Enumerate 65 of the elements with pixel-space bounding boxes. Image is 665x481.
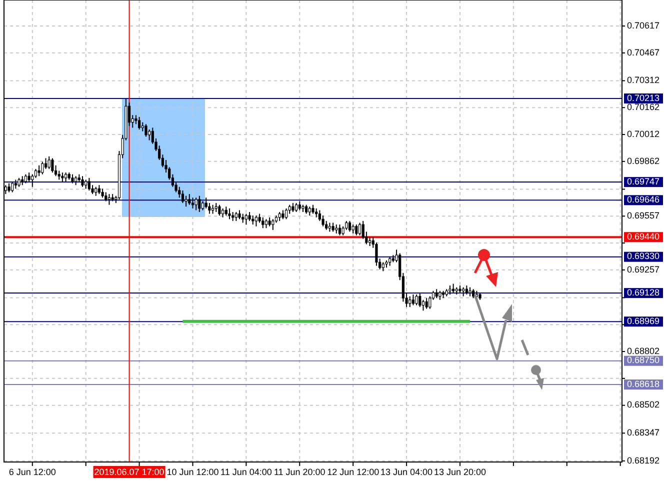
candlestick <box>88 177 90 191</box>
x-tick-label: 2019.06.07 17:00 <box>94 467 164 477</box>
ref-line-label: 0.69440 <box>627 231 660 242</box>
candlestick <box>262 216 264 229</box>
candlestick <box>284 208 288 220</box>
ref-line-label: 0.70213 <box>627 92 660 103</box>
y-tick-label: 0.69257 <box>627 264 660 274</box>
candlestick <box>408 296 412 308</box>
candlestick <box>191 197 194 209</box>
y-tick-label: 0.70012 <box>627 128 660 139</box>
candlestick <box>422 299 425 312</box>
ref-line-label: 0.69747 <box>627 176 660 186</box>
y-tick-label: 0.70617 <box>627 20 660 30</box>
candlestick <box>348 220 352 232</box>
y-tick-label: 0.68802 <box>627 346 660 356</box>
ref-line-label: 0.68969 <box>627 316 660 326</box>
x-tick-label: 10 Jun 12:00 <box>166 467 219 477</box>
candlestick <box>338 224 342 236</box>
x-tick-label: 11 Jun 20:00 <box>274 467 326 477</box>
candlestick <box>181 190 184 204</box>
candlestick <box>81 176 84 188</box>
candlestick <box>244 213 248 226</box>
candlestick <box>148 128 151 141</box>
candlestick <box>272 218 274 230</box>
candlestick <box>228 208 231 220</box>
candlestick <box>48 156 50 170</box>
y-tick-label: 0.68347 <box>627 428 660 438</box>
ref-line-label: 0.69330 <box>627 251 660 262</box>
y-tick-label: 0.69862 <box>627 156 660 166</box>
candlestick <box>194 197 198 211</box>
y-tick-label: 0.68192 <box>627 455 660 466</box>
candlestick <box>218 204 221 216</box>
candlestick <box>184 195 188 208</box>
candlestick <box>428 296 432 310</box>
x-tick-label: 13 Jun 20:00 <box>434 467 486 477</box>
x-tick-label: 13 Jun 04:00 <box>380 467 433 477</box>
candlestick <box>418 292 422 308</box>
x-tick-label: 12 Jun 12:00 <box>327 467 380 477</box>
candlestick <box>188 194 191 206</box>
candlestick <box>425 298 428 310</box>
candlestick <box>254 215 258 227</box>
ref-line-label: 0.68618 <box>627 378 660 389</box>
x-tick-label: 11 Jun 04:00 <box>220 467 272 477</box>
candlestick <box>412 294 415 306</box>
y-tick-label: 0.70467 <box>627 47 660 58</box>
y-tick-label: 0.70162 <box>627 102 660 112</box>
candlestick <box>51 158 54 174</box>
x-tick-label: 6 Jun 12:00 <box>8 467 56 477</box>
candlestick <box>358 222 362 236</box>
y-tick-label: 0.70312 <box>627 75 660 86</box>
candlestick <box>108 194 111 206</box>
ref-line-label: 0.68750 <box>627 355 660 366</box>
candlestick <box>144 124 148 138</box>
candlestick <box>415 294 418 306</box>
candlestick <box>41 161 44 175</box>
ref-line-label: 0.69646 <box>627 194 660 205</box>
ref-line-label: 0.69128 <box>627 287 660 298</box>
candlestick <box>198 195 201 212</box>
candlestick <box>355 224 358 236</box>
y-tick-label: 0.69557 <box>627 210 660 220</box>
candlestick <box>138 116 141 130</box>
candlestick <box>44 158 48 170</box>
candlestick <box>38 164 40 177</box>
y-tick-label: 0.68502 <box>627 400 660 410</box>
candlestick <box>11 181 14 193</box>
